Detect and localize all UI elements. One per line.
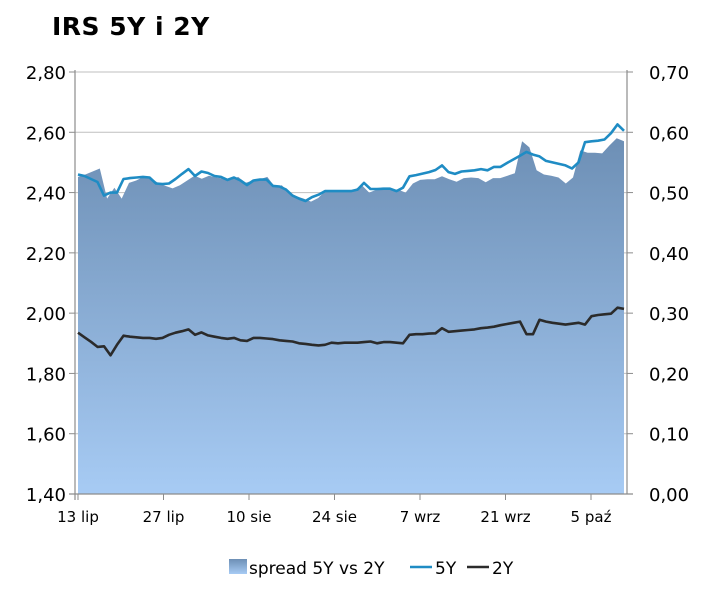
right-tick-label: 0,40: [649, 244, 689, 265]
left-tick-label: 1,60: [26, 425, 66, 446]
left-tick-label: 1,40: [26, 485, 66, 506]
legend: spread 5Y vs 2Y 5Y 2Y: [229, 559, 514, 579]
x-tick-label: 5 paź: [571, 508, 612, 526]
spread-area-layer: [78, 138, 624, 495]
left-axis-ticks: 1,40 1,60 1,80 2,00 2,20 2,40 2,60 2,80: [26, 63, 75, 506]
x-tick-label: 27 lip: [143, 508, 185, 526]
x-tick-label: 10 sie: [226, 508, 271, 526]
series-5y-line: [77, 123, 625, 203]
left-tick-label: 2,40: [26, 184, 66, 205]
x-tick-label: 21 wrz: [480, 508, 530, 526]
x-tick-label: 7 wrz: [400, 508, 441, 526]
right-tick-label: 0,50: [649, 184, 689, 205]
left-tick-label: 2,20: [26, 244, 66, 265]
right-tick-label: 0,60: [649, 123, 689, 144]
x-tick-label: 13 lip: [57, 508, 99, 526]
right-tick-label: 0,20: [649, 364, 689, 385]
x-tick-label: 24 sie: [312, 508, 357, 526]
chart-title: IRS 5Y i 2Y: [52, 12, 210, 41]
legend-label-5y: 5Y: [435, 559, 457, 579]
left-tick-label: 2,80: [26, 63, 66, 84]
left-tick-label: 2,60: [26, 123, 66, 144]
right-tick-label: 0,10: [649, 425, 689, 446]
legend-swatch-spread: [229, 559, 247, 574]
left-tick-label: 2,00: [26, 304, 66, 325]
right-axis-ticks: 0,00 0,10 0,20 0,30 0,40 0,50 0,60 0,70: [627, 63, 689, 506]
legend-label-2y: 2Y: [492, 559, 514, 579]
right-tick-label: 0,70: [649, 63, 689, 84]
spread-area: [78, 138, 624, 495]
right-tick-label: 0,30: [649, 304, 689, 325]
right-tick-label: 0,00: [649, 485, 689, 506]
x-axis-ticks: 13 lip 27 lip 10 sie 24 sie 7 wrz 21 wrz 5 paź: [57, 494, 612, 526]
series-2y-line: [77, 306, 625, 357]
legend-label-spread: spread 5Y vs 2Y: [249, 559, 385, 579]
lines-layer: [77, 123, 625, 357]
left-tick-label: 1,80: [26, 364, 66, 385]
